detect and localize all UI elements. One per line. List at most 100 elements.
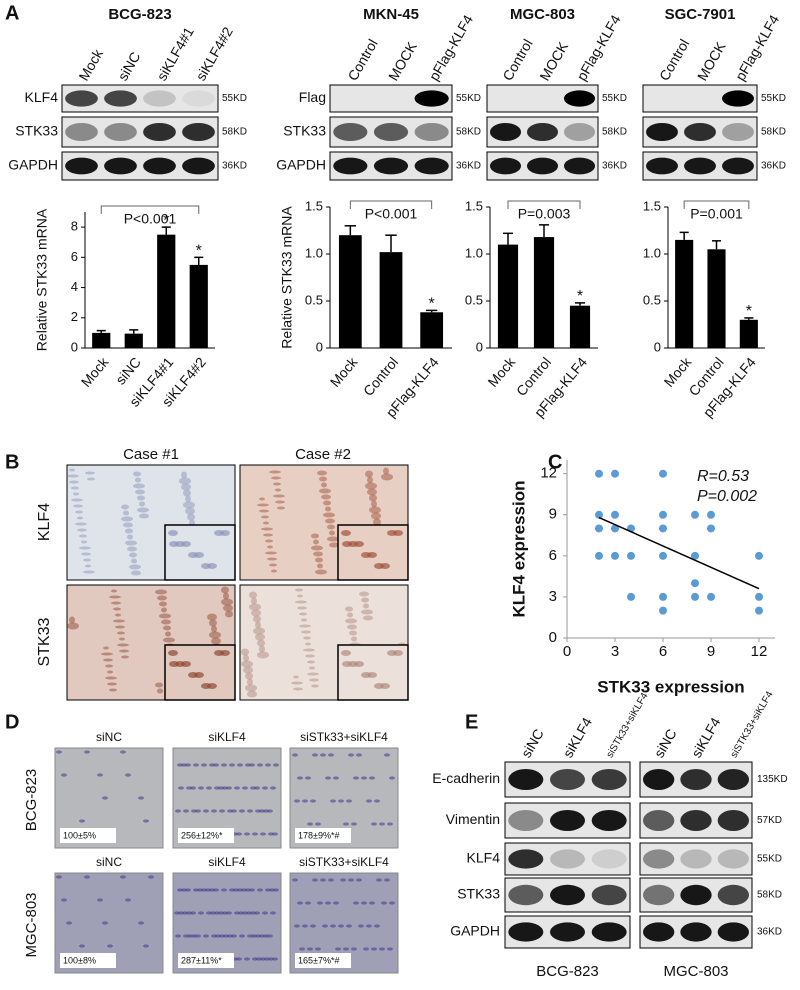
y-tick-label: 0.5 bbox=[465, 292, 483, 307]
cell bbox=[343, 822, 349, 826]
cell bbox=[361, 672, 371, 678]
marker-label: 36KD bbox=[222, 161, 247, 172]
y-tick-label: 8 bbox=[71, 219, 78, 234]
cell bbox=[236, 832, 242, 836]
cell bbox=[317, 901, 323, 905]
x-tick-label: Mock bbox=[327, 353, 361, 390]
cell bbox=[102, 796, 108, 800]
cell bbox=[263, 533, 273, 537]
cell bbox=[371, 500, 377, 508]
cell bbox=[299, 624, 311, 628]
cell bbox=[264, 957, 270, 961]
cell bbox=[273, 494, 285, 498]
band bbox=[591, 810, 627, 831]
cell bbox=[369, 776, 375, 780]
cell bbox=[330, 924, 336, 928]
cell bbox=[255, 621, 261, 629]
cell bbox=[261, 515, 269, 519]
band bbox=[104, 90, 137, 107]
band bbox=[550, 849, 585, 869]
cell bbox=[328, 753, 334, 757]
cell bbox=[347, 612, 353, 618]
cell bbox=[181, 471, 187, 479]
cell bbox=[127, 546, 137, 552]
cell bbox=[109, 688, 117, 692]
cell bbox=[309, 666, 315, 670]
cell bbox=[163, 637, 175, 643]
point bbox=[755, 551, 763, 560]
bar bbox=[157, 234, 176, 348]
column-label: siSTk33+siKLF4 bbox=[300, 730, 388, 744]
blot-title: SGC-7901 bbox=[665, 6, 736, 23]
cell bbox=[233, 888, 239, 892]
cell bbox=[379, 822, 385, 826]
cell bbox=[307, 947, 313, 951]
lane-label: pFlag-KLF4 bbox=[426, 12, 477, 84]
cell bbox=[342, 541, 352, 547]
band bbox=[680, 849, 712, 869]
marker-label: 58KD bbox=[757, 890, 782, 901]
cell bbox=[120, 750, 126, 754]
cell bbox=[259, 934, 265, 938]
cell bbox=[351, 822, 357, 826]
column-label: Case #2 bbox=[295, 446, 351, 463]
lane-label: siNC bbox=[651, 726, 680, 760]
band bbox=[333, 157, 368, 175]
row-label: GAPDH bbox=[8, 157, 58, 173]
cell bbox=[269, 888, 275, 892]
cell bbox=[226, 786, 232, 790]
point bbox=[595, 524, 603, 533]
marker-label: 55KD bbox=[222, 93, 247, 104]
cell bbox=[341, 530, 351, 536]
cell bbox=[277, 506, 285, 510]
cell bbox=[221, 586, 229, 594]
cell bbox=[275, 488, 281, 492]
cell bbox=[327, 524, 335, 530]
label-box bbox=[295, 953, 351, 968]
cell bbox=[310, 924, 316, 928]
marker-label: 58KD bbox=[761, 127, 786, 138]
cell bbox=[71, 486, 79, 490]
cell bbox=[366, 924, 372, 928]
cell bbox=[131, 570, 141, 576]
y-tick-label: 12 bbox=[540, 465, 557, 482]
lane-label: Control bbox=[499, 36, 535, 83]
lane-label: siKLF4#1 bbox=[153, 24, 197, 83]
bar bbox=[189, 264, 208, 348]
bracket bbox=[100, 205, 200, 214]
cell bbox=[237, 763, 243, 767]
band bbox=[680, 810, 712, 831]
band bbox=[333, 123, 368, 141]
blot-title: MGC-803 bbox=[510, 6, 575, 23]
cell bbox=[297, 901, 303, 905]
band bbox=[143, 157, 176, 175]
column-label: siSTK33+siKLF4 bbox=[299, 855, 389, 869]
cell bbox=[363, 947, 369, 951]
band bbox=[717, 922, 750, 942]
cell bbox=[77, 528, 87, 532]
cell bbox=[223, 592, 229, 600]
cell bbox=[213, 763, 219, 767]
point bbox=[595, 510, 603, 519]
marker-label: 58KD bbox=[456, 127, 481, 138]
cell bbox=[317, 563, 323, 569]
cell bbox=[323, 512, 335, 518]
cell bbox=[185, 763, 191, 767]
x-tick-label: Control bbox=[360, 354, 401, 399]
y-tick-label: 0.5 bbox=[305, 292, 323, 307]
cell bbox=[238, 911, 244, 915]
cell bbox=[67, 474, 79, 478]
cell bbox=[139, 513, 149, 519]
band bbox=[591, 769, 627, 790]
cell bbox=[247, 690, 257, 698]
cell bbox=[310, 799, 316, 803]
cell bbox=[113, 607, 121, 611]
cell bbox=[303, 648, 315, 652]
column-label: Case #1 bbox=[123, 446, 179, 463]
point bbox=[627, 551, 635, 560]
row-label: GAPDH bbox=[276, 157, 326, 173]
x-tick-label: Mock bbox=[78, 353, 112, 390]
cell bbox=[301, 630, 311, 634]
point bbox=[691, 579, 699, 588]
cell bbox=[135, 477, 141, 483]
